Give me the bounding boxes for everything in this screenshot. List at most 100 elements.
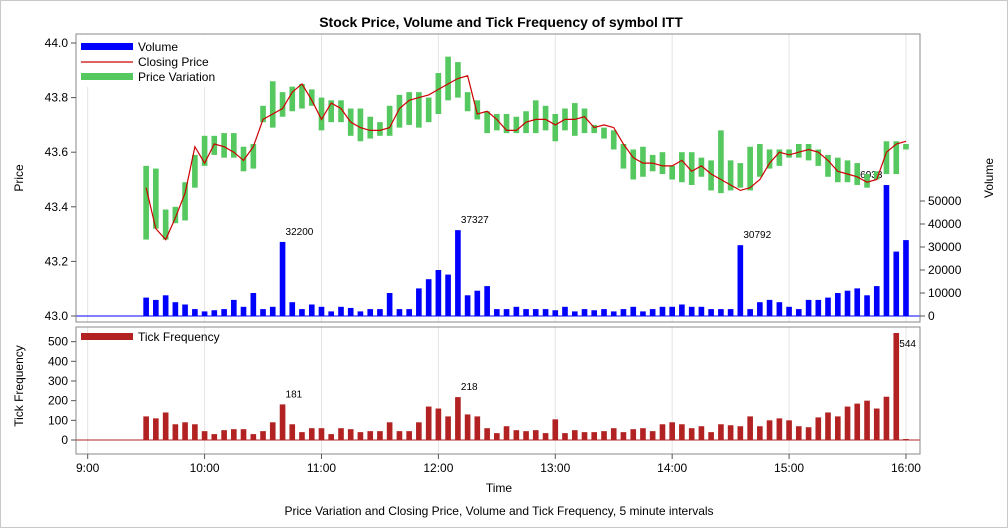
price-variation-bar — [396, 94, 403, 128]
price-variation-bar — [211, 135, 218, 155]
price-variation-bar — [688, 152, 695, 185]
price-variation-bar — [299, 83, 305, 109]
volume-bar — [601, 309, 607, 316]
price-variation-bar — [182, 182, 188, 221]
volume-bar — [649, 309, 656, 316]
volume-bar — [893, 251, 900, 316]
volume-bar — [240, 306, 247, 316]
price-variation-bar — [698, 157, 705, 177]
price-variation-bar — [835, 157, 841, 183]
volume-bar — [688, 306, 695, 316]
price-variation-bar — [201, 135, 208, 166]
tick-frequency-bar — [143, 416, 149, 440]
tick-freq-tick-label: 400 — [48, 354, 68, 368]
volume-bar — [835, 293, 841, 316]
price-variation-bar — [679, 152, 685, 183]
x-tick-label: 10:00 — [190, 461, 220, 475]
price-variation-bar — [386, 105, 393, 136]
tick-frequency-bar — [659, 424, 666, 440]
price-tick-label: 43.4 — [45, 200, 69, 214]
volume-bar — [815, 299, 822, 316]
volume-bar — [445, 274, 451, 316]
volume-bar — [903, 240, 909, 316]
tick-frequency-bar — [513, 430, 520, 440]
volume-bar — [883, 185, 890, 316]
volume-bar — [162, 295, 169, 316]
price-variation-bar — [338, 100, 344, 123]
volume-bar — [269, 306, 276, 316]
price-variation-bar — [221, 133, 227, 158]
tick-frequency-bar — [825, 412, 831, 440]
price-variation-bar — [610, 130, 617, 150]
tick-frequency-bar — [250, 434, 257, 440]
volume-bar — [182, 304, 188, 316]
tick-frequency-bar — [562, 433, 568, 440]
price-variation-bar — [494, 113, 500, 131]
tick-frequency-bar — [640, 428, 646, 440]
volume-tick-label: 40000 — [928, 217, 962, 231]
volume-tick-label: 30000 — [928, 240, 962, 254]
volume-bar — [474, 290, 481, 316]
volume-bar — [581, 309, 588, 316]
legend-tick-frequency-swatch — [81, 333, 133, 340]
legend-price-variation-label: Price Variation — [138, 70, 215, 84]
price-variation-bar — [552, 113, 559, 142]
price-variation-bar — [153, 168, 159, 229]
volume-bar — [484, 286, 490, 316]
tick-frequency-bar — [805, 427, 812, 440]
price-variation-bar — [727, 160, 734, 191]
chart-title: Stock Price, Volume and Tick Frequency o… — [319, 14, 683, 30]
tick-frequency-bar — [230, 429, 237, 440]
price-variation-bar — [854, 163, 861, 185]
tick-frequency-bar — [737, 426, 744, 440]
tick-frequency-bar — [893, 333, 900, 440]
tick-data-label: 218 — [461, 382, 478, 393]
price-variation-bar — [581, 108, 588, 134]
volume-bar — [299, 309, 305, 316]
price-variation-bar — [873, 171, 880, 180]
price-axis-label: Price — [12, 164, 26, 192]
volume-bar — [659, 306, 666, 316]
price-variation-bar — [532, 100, 539, 134]
price-variation-bar — [669, 165, 675, 180]
price-variation-bar — [162, 209, 169, 240]
tick-frequency-bar — [747, 416, 753, 440]
price-variation-bar — [357, 108, 364, 142]
tick-frequency-bar — [318, 428, 325, 440]
volume-tick-label: 20000 — [928, 263, 962, 277]
price-variation-bar — [630, 149, 637, 180]
tick-freq-tick-label: 500 — [48, 335, 68, 349]
price-panel-frame — [75, 33, 921, 323]
tick-frequency-bar — [591, 432, 598, 440]
volume-bar — [416, 288, 422, 316]
tick-frequency-bar — [338, 428, 344, 440]
tick-frequency-bar — [757, 426, 763, 440]
volume-bar — [873, 286, 880, 316]
volume-bar — [386, 293, 393, 316]
volume-bar — [230, 299, 237, 316]
tick-frequency-bar — [435, 408, 442, 440]
grid-layer — [87, 34, 907, 454]
price-variation-bar — [737, 163, 744, 188]
tick-frequency-bar — [484, 428, 490, 440]
price-variation-bar — [659, 152, 666, 175]
price-variation-bar — [143, 165, 149, 240]
tick-frequency-bar — [240, 429, 247, 440]
price-variation-bar — [289, 86, 296, 112]
price-variation-bar — [815, 149, 822, 166]
volume-bar — [630, 306, 637, 316]
tick-frequency-bar — [679, 424, 685, 440]
price-variation-bar — [542, 105, 549, 131]
price-variation-bar — [250, 144, 257, 169]
volume-bar — [854, 288, 861, 316]
tick-frequency-bar — [873, 408, 880, 440]
tick-data-label: 544 — [899, 339, 916, 350]
tick-frequency-bar — [211, 434, 218, 440]
volume-bar — [737, 245, 744, 316]
volume-bar — [406, 309, 412, 316]
tick-frequency-bar — [708, 432, 714, 440]
tick-frequency-bar — [299, 432, 305, 440]
tick-frequency-panel: 181 218 544 — [76, 333, 920, 441]
price-tick-label: 43.0 — [45, 309, 69, 323]
